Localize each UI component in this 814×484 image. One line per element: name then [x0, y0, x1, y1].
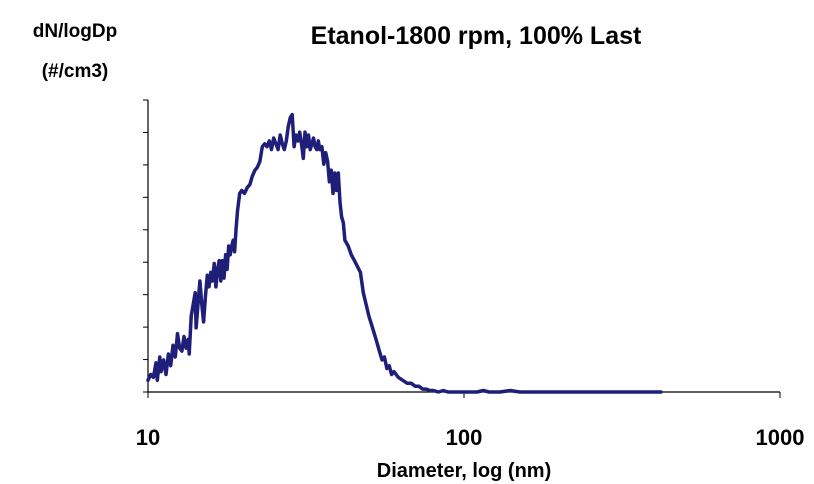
- y-axis-label-line2: (#/cm3): [42, 61, 109, 82]
- y-axis-ticks: [143, 99, 148, 393]
- x-tick-label: 100: [446, 425, 483, 450]
- series-line: [146, 112, 663, 394]
- x-axis-label: Diameter, log (nm): [377, 460, 551, 482]
- x-tick-label: 10: [136, 425, 160, 450]
- y-axis-label-line1: dN/logDp: [33, 21, 117, 42]
- x-axis-tick-labels: 10 100 1000: [136, 425, 805, 450]
- x-tick-label: 1000: [756, 425, 805, 450]
- chart-title: Etanol-1800 rpm, 100% Last: [311, 22, 642, 50]
